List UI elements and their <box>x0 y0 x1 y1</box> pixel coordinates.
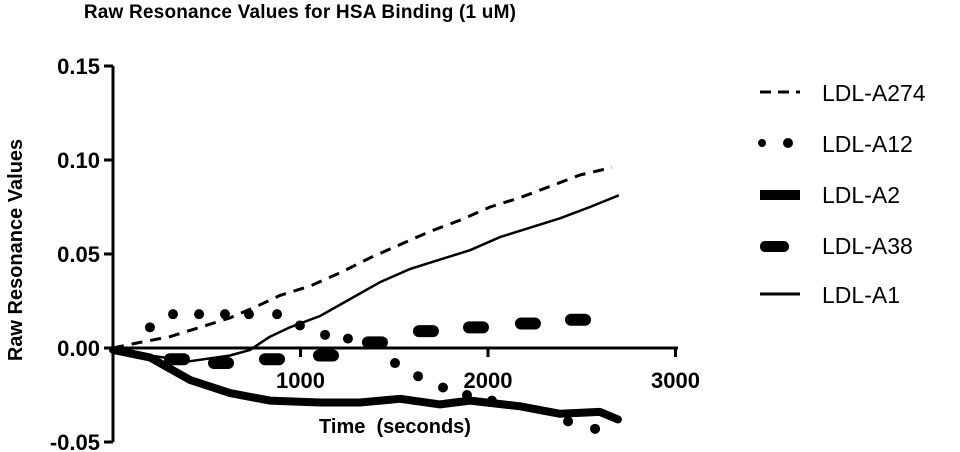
series-ldl-a38 <box>163 313 591 370</box>
y-tick-label: 0.15 <box>57 54 100 79</box>
x-tick-label: 2000 <box>464 368 513 393</box>
data-point <box>144 322 155 333</box>
y-tick-label: 0.00 <box>57 336 100 361</box>
data-segment <box>313 349 339 362</box>
data-point <box>194 309 205 320</box>
x-axis-title: Time (seconds) <box>319 416 471 438</box>
y-axis-title: Raw Resonance Values <box>5 139 27 361</box>
y-tick-label: 0.10 <box>57 148 100 173</box>
data-point <box>590 423 601 434</box>
legend-swatch-thick <box>760 190 800 200</box>
legend-label: LDL-A274 <box>822 80 926 106</box>
data-segment <box>463 321 489 334</box>
data-segment <box>259 353 285 366</box>
legend-label: LDL-A1 <box>822 282 900 308</box>
y-axis: 0.15 0.10 0.05 0.00 -0.05 <box>50 54 115 452</box>
data-point <box>243 309 254 320</box>
legend-item-ldl-a12: LDL-A12 <box>758 131 913 157</box>
series-ldl-a2 <box>109 345 622 424</box>
data-point <box>320 329 331 340</box>
data-point <box>390 358 400 369</box>
x-tick-label: 1000 <box>276 368 325 393</box>
data-point <box>219 309 230 320</box>
data-segment <box>412 325 439 338</box>
legend-item-ldl-a38: LDL-A38 <box>760 233 913 259</box>
chart-title: Raw Resonance Values for HSA Binding (1 … <box>83 2 517 23</box>
data-point <box>272 309 283 320</box>
data-point <box>168 309 178 320</box>
legend-swatch-thick-dash <box>760 241 789 252</box>
data-segment <box>208 357 234 370</box>
series-ldl-a274 <box>112 166 613 350</box>
data-point <box>563 416 574 427</box>
legend-label: LDL-A38 <box>822 233 913 259</box>
data-point <box>413 371 424 382</box>
legend-swatch-dot <box>758 139 766 147</box>
x-tick-label: 3000 <box>651 368 700 393</box>
legend: LDL-A274 LDL-A12 LDL-A2 LDL-A38 LDL-A1 <box>758 80 926 308</box>
legend-swatch-dot <box>783 138 793 148</box>
series-ldl-a1 <box>111 194 620 363</box>
legend-item-ldl-a274: LDL-A274 <box>760 80 926 106</box>
y-tick-label: -0.05 <box>50 430 100 452</box>
legend-label: LDL-A12 <box>822 131 913 157</box>
data-point <box>342 333 353 344</box>
legend-item-ldl-a1: LDL-A1 <box>760 282 900 308</box>
x-axis: 1000 2000 3000 <box>111 346 700 393</box>
data-segment <box>361 336 388 349</box>
y-tick-label: 0.05 <box>57 242 100 267</box>
legend-label: LDL-A2 <box>822 182 900 208</box>
data-segment <box>565 313 591 326</box>
data-segment <box>514 317 541 330</box>
series-layer <box>109 166 622 434</box>
legend-item-ldl-a2: LDL-A2 <box>760 182 900 208</box>
data-point <box>438 382 448 393</box>
